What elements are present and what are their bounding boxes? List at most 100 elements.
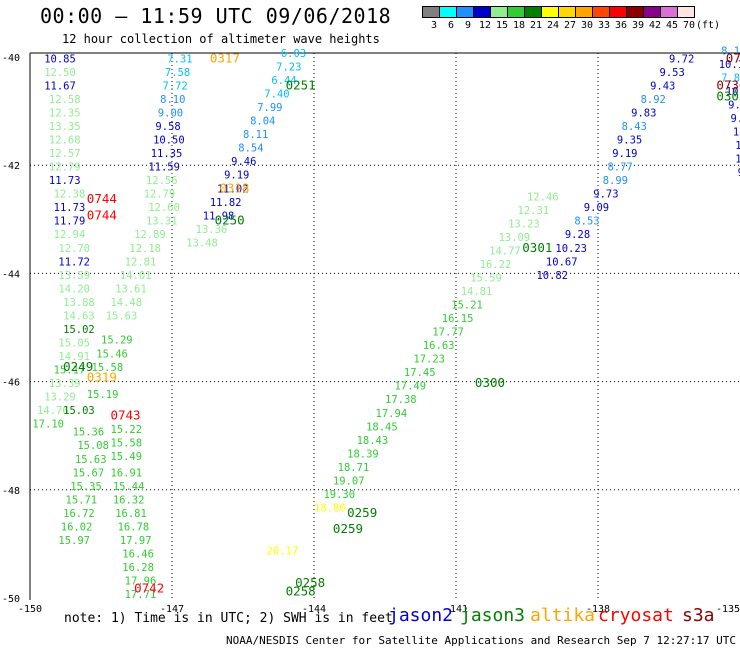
wave-height-value: 11.67: [44, 80, 76, 92]
x-tick-label: -138: [586, 604, 610, 615]
wave-height-value: 10.60: [735, 140, 740, 152]
wave-height-value: 13.36: [196, 224, 228, 236]
wave-height-value: 10.14: [726, 86, 740, 98]
wave-height-value: 15.19: [87, 389, 119, 401]
wave-height-value: 16.81: [115, 508, 147, 520]
wave-height-value: 19.07: [333, 475, 365, 487]
legend-jason3: jason3: [460, 605, 526, 626]
wave-height-value: 12.89: [134, 229, 166, 241]
wave-height-value: 14.91: [58, 351, 90, 363]
wave-height-value: 15.46: [96, 348, 128, 360]
wave-height-value: 13.23: [508, 218, 540, 230]
wave-height-value: 11.35: [151, 148, 183, 160]
map-title: 00:00 – 11:59 UTC 09/06/2018: [40, 4, 392, 28]
wave-height-value: 16.32: [113, 494, 145, 506]
y-tick-label: -44: [2, 269, 20, 280]
wave-height-value: 15.58: [92, 362, 124, 374]
color-scale-label: 18: [513, 20, 526, 31]
wave-height-value: 15.49: [110, 451, 142, 463]
track-time-label: 0744: [87, 191, 117, 206]
y-tick-label: -50: [2, 594, 20, 605]
wave-height-value: 17.94: [376, 408, 408, 420]
track-time-label: 0744: [87, 207, 117, 222]
wave-height-value: 15.22: [110, 424, 142, 436]
wave-height-value: 9.73: [593, 189, 618, 201]
footer-note: note: 1) Time is in UTC; 2) SWH is in fe…: [64, 611, 393, 626]
track-time-label: 0258: [295, 575, 325, 590]
track-time-label: 0302: [716, 88, 740, 103]
wave-height-value: 15.71: [66, 494, 98, 506]
wave-height-value: 12.94: [54, 229, 86, 241]
track-time-label: 0743: [110, 407, 140, 422]
color-scale-labels: 3 6 9 12 15 18 21 24 27 30 33 36 39 42 45 70 (ft): [422, 20, 722, 32]
track-time-label: 0259: [347, 505, 377, 520]
track-time-label: 0251: [286, 77, 316, 92]
axis-ticks: -150 -147 -144 -141 -138 -135 -40 -42 -44 -46 -48 -…: [2, 53, 740, 615]
wave-height-value: 11.02: [217, 183, 249, 195]
wave-height-value: 11.82: [210, 197, 242, 209]
wave-height-value: 13.88: [63, 297, 95, 309]
wave-height-value: 9.94: [728, 99, 740, 111]
wave-height-value: 10.85: [44, 53, 76, 65]
track-time-label: 0742: [134, 581, 164, 596]
wave-height-value: 9.28: [565, 229, 590, 241]
wave-height-value: 12.58: [49, 94, 81, 106]
wave-height-value: 13.29: [44, 392, 76, 404]
track-time-label: 0258: [286, 583, 316, 598]
color-scale-label: 36: [615, 20, 628, 31]
x-tick-label: -141: [444, 604, 468, 615]
wave-height-value: 19.30: [323, 489, 355, 501]
track-time-label: 0259: [333, 521, 363, 536]
wave-height-value: 17.49: [394, 381, 426, 393]
color-scale-bar: [422, 6, 695, 18]
wave-height-value: 9.78: [738, 167, 740, 179]
wave-height-value: 17.23: [413, 354, 445, 366]
wave-height-value: 12.18: [129, 243, 161, 255]
wave-height-value: 9.46: [231, 156, 256, 168]
wave-height-value: 15.59: [470, 273, 502, 285]
wave-height-value: 12.60: [148, 202, 180, 214]
wave-height-value: 12.50: [44, 67, 76, 79]
wave-height-value: 12.79: [144, 189, 176, 201]
color-scale-label: 27: [564, 20, 577, 31]
wave-height-value: 8.92: [641, 94, 666, 106]
color-scale-label: 70: [683, 20, 696, 31]
wave-height-value: 8.53: [574, 216, 599, 228]
wave-height-value: 9.19: [224, 170, 249, 182]
wave-height-value: 15.17: [54, 364, 86, 376]
legend-cryosat: cryosat: [598, 605, 674, 626]
color-scale-label: 42: [649, 20, 662, 31]
wave-height-value: 10.33: [735, 153, 740, 165]
wave-height-value: 15.35: [70, 481, 102, 493]
wave-height-value: 9.58: [155, 121, 180, 133]
wave-height-value: 15.02: [63, 324, 95, 336]
track-time-label: 0249: [63, 359, 93, 374]
legend-altika: altika: [530, 605, 596, 626]
wave-height-value: 9.72: [669, 53, 694, 65]
wave-height-value: 18.71: [338, 462, 370, 474]
wave-height-value: 8.99: [603, 175, 628, 187]
x-tick-label: -147: [160, 604, 184, 615]
wave-height-value: 8.11: [243, 129, 268, 141]
wave-height-value: 15.03: [63, 405, 95, 417]
wave-height-value: 17.96: [125, 575, 157, 587]
wave-height-value: 11.73: [54, 202, 86, 214]
color-scale-label: 24: [547, 20, 560, 31]
track-time-label: 0300: [475, 375, 505, 390]
wave-height-value: 7.23: [276, 62, 301, 74]
wave-height-value: 15.29: [101, 335, 133, 347]
wave-height-value: 13.35: [49, 121, 81, 133]
wave-height-value: 12.68: [49, 135, 81, 147]
track-time-label: 0318: [219, 180, 249, 195]
wave-height-value: 12.79: [49, 162, 81, 174]
wave-height-value: 13.39: [49, 378, 81, 390]
wave-height-value: 15.05: [58, 337, 90, 349]
wave-height-value: 16.02: [61, 521, 93, 533]
color-scale-label: 3: [431, 20, 438, 31]
wave-height-value: 6.44: [271, 75, 296, 87]
color-scale-label: 33: [598, 20, 611, 31]
wave-height-value: 15.08: [77, 440, 109, 452]
